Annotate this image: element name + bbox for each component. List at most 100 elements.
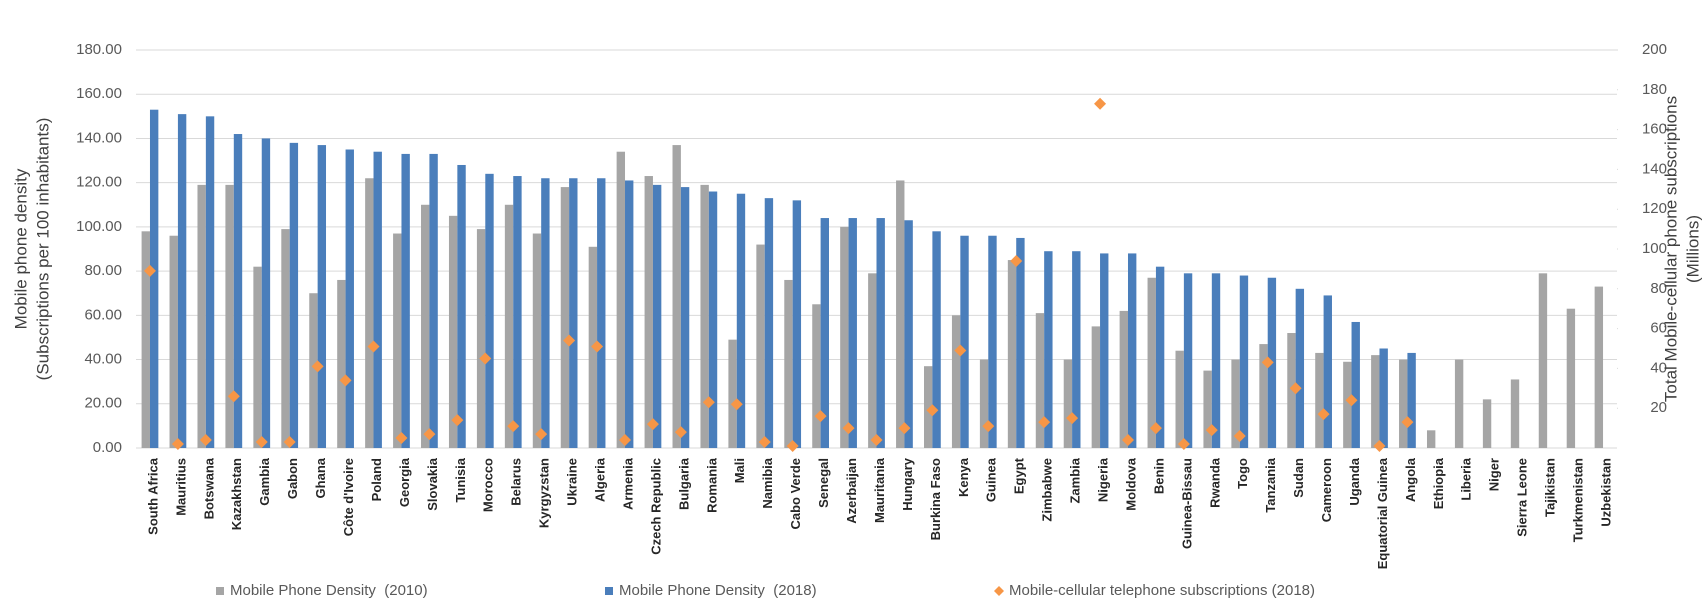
y2-tick-label: 100 [1642,240,1667,257]
x-tick-label: Algeria [593,457,608,502]
y-tick-label: 100.00 [76,218,122,235]
marker [814,410,827,423]
bar [485,173,494,449]
x-tick-label: Gabon [285,458,300,499]
bar [1295,288,1305,448]
marker [423,428,436,441]
bar [960,235,969,448]
marker [730,398,743,411]
y-tick-label: 40.00 [84,351,122,368]
marker [143,264,156,277]
bar [233,134,243,448]
marker [954,344,967,357]
bar [289,142,299,448]
x-tick-label: Ukraine [565,458,580,506]
x-tick-label: Liberia [1459,457,1474,500]
y-tick-label: 80.00 [84,262,122,279]
bar [504,204,514,448]
bar [532,233,542,448]
bar [876,218,885,448]
bar [812,304,821,448]
bar [951,315,961,448]
marker [842,422,855,435]
bar [345,149,354,448]
marker [758,436,771,449]
bar [1287,333,1296,448]
bar [337,279,346,448]
marker [1261,356,1274,369]
marker [1010,254,1023,267]
x-tick-label: Cabo Verde [788,458,803,530]
bar [1035,313,1045,448]
x-tick-label: Guinea-Bissau [1179,458,1194,549]
x-tick-label: Bulgaria [676,457,691,510]
x-tick-label: Benin [1151,458,1166,494]
x-tick-label: Poland [369,458,384,501]
bar [1315,352,1324,448]
y-tick-label: 140.00 [76,129,122,146]
marker [535,428,548,441]
bar [1175,350,1184,448]
bar [1231,359,1240,448]
marker [451,414,464,427]
bar [700,184,709,448]
bar [625,180,634,448]
bar [253,266,262,448]
y-tick-label: 20.00 [84,395,122,412]
legend-label: Mobile-cellular telephone subscriptions … [1009,582,1315,599]
bar [569,178,578,448]
marker [1205,424,1218,437]
y2-tick-label: 40 [1650,359,1667,376]
bar [1482,399,1492,448]
x-tick-label: Turkmenistan [1571,458,1586,542]
marker [1121,434,1134,447]
bar [401,153,410,448]
x-tick-label: Côte d'Ivoire [341,458,356,536]
bar [317,145,327,449]
bar [141,231,150,448]
bar [541,178,550,448]
x-tick-label: Equatorial Guinea [1375,457,1390,569]
bar [1239,275,1249,448]
marker [1345,394,1358,407]
y2-tick-label: 140 [1642,160,1667,177]
x-tick-label: Czech Republic [648,458,663,555]
x-tick-label: Guinea [984,457,999,502]
bar [197,184,206,448]
bar [840,226,849,448]
x-tick-label: Georgia [397,457,412,507]
marker [171,438,184,451]
x-tick-label: Zambia [1068,457,1083,503]
x-tick-label: Botswana [201,457,216,519]
marker [1373,440,1386,453]
bar [1072,251,1081,448]
bar [1119,310,1128,448]
x-tick-label: Nigeria [1095,457,1110,502]
x-tick-label: South Africa [145,457,160,535]
bar [1183,273,1193,448]
bar [1454,359,1464,448]
bar [1371,355,1380,448]
y2-tick-label: 80 [1650,280,1667,297]
x-tick-label: Azerbaijan [844,458,859,524]
bar [672,145,681,449]
bar [924,366,933,448]
marker [1317,408,1330,421]
marker [255,436,268,449]
bar [281,229,290,448]
marker [1401,416,1414,429]
x-tick-label: Niger [1487,458,1502,491]
legend-label: Mobile Phone Density (2010) [230,582,428,599]
bar [1063,359,1073,448]
y-axis-title: (Subscriptions per 100 inhabitants) [33,118,52,381]
bar [429,153,438,448]
bar [1399,359,1408,448]
bar [979,359,989,448]
bar [1127,253,1137,448]
bar [1203,370,1212,448]
bar [1211,273,1221,448]
x-tick-label: Senegal [816,458,831,508]
legend-swatch [994,586,1004,596]
bar [177,114,187,448]
marker [199,434,212,447]
